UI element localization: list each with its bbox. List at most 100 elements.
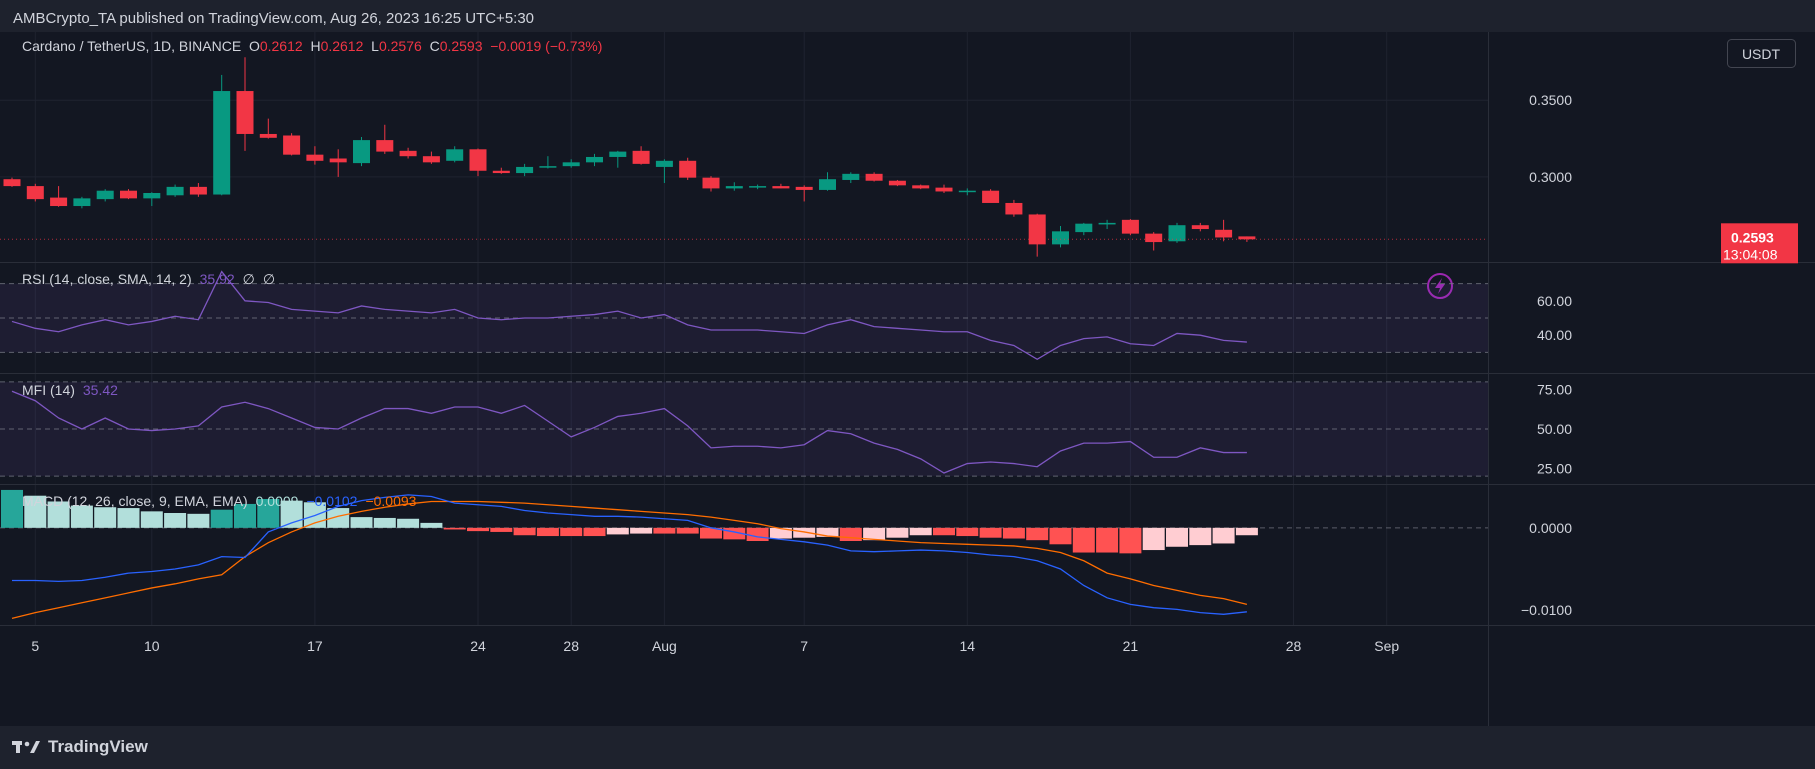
candle[interactable] [73, 196, 91, 209]
candle[interactable] [749, 184, 767, 190]
candle-body [120, 190, 137, 199]
chart-svg[interactable]: 0.3500 0.3000 Cardano / TetherUS, 1D, BINA… [0, 32, 1815, 726]
candle[interactable] [283, 133, 301, 156]
candle[interactable] [1238, 236, 1256, 242]
candle-body [143, 193, 161, 199]
candle[interactable] [120, 189, 137, 200]
candle[interactable] [539, 156, 557, 169]
candle[interactable] [586, 153, 603, 167]
candle[interactable] [935, 184, 953, 193]
macd-histogram-bar [933, 527, 955, 536]
price-legend: Cardano / TetherUS, 1D, BINANCE O0.2612 … [22, 38, 602, 54]
candle[interactable] [376, 124, 394, 154]
candle-body [236, 91, 254, 134]
macd-histogram-bar [1142, 527, 1165, 551]
candle[interactable] [632, 146, 650, 165]
candle[interactable] [679, 157, 697, 180]
candle[interactable] [422, 151, 440, 164]
tradingview-logo-icon [12, 739, 42, 755]
candle-body [842, 173, 860, 180]
candle[interactable] [213, 74, 231, 196]
rsi-line [11, 270, 1247, 361]
candle[interactable] [1052, 225, 1069, 248]
lightning-icon-bolt [1435, 278, 1445, 294]
candle[interactable] [702, 176, 720, 192]
chart-area[interactable]: 0.3500 0.3000 Cardano / TetherUS, 1D, BINA… [0, 32, 1815, 726]
macd-tick-label: −0.0100 [1521, 602, 1572, 618]
price-badge-countdown: 13:04:08 [1723, 246, 1778, 262]
macd-histogram-bar [1026, 527, 1049, 541]
legend-h-label: H [303, 38, 321, 54]
price-badge-value: 0.2593 [1731, 229, 1774, 245]
candle[interactable] [1145, 232, 1163, 251]
candle[interactable] [982, 189, 1000, 203]
candle[interactable] [865, 172, 883, 182]
candle[interactable] [1215, 219, 1233, 242]
candle-body [446, 149, 464, 161]
macd-histogram-bar [234, 503, 256, 528]
lightning-icon[interactable] [1427, 273, 1453, 299]
mfi-legend-title: MFI (14) [22, 382, 75, 398]
candle[interactable] [1075, 222, 1093, 236]
candle[interactable] [1028, 213, 1046, 257]
candle[interactable] [189, 183, 207, 197]
candle[interactable] [492, 167, 510, 174]
candle[interactable] [1098, 219, 1116, 230]
candle[interactable] [609, 150, 627, 168]
candle[interactable] [888, 179, 906, 187]
candle[interactable] [795, 185, 813, 202]
candle[interactable] [3, 177, 21, 187]
macd-legend-signal: −0.0093 [365, 493, 416, 509]
candle[interactable] [143, 192, 161, 207]
candle[interactable] [1191, 222, 1209, 232]
candle-body [50, 197, 68, 207]
macd-histogram-bar [560, 527, 583, 537]
macd-histogram-bar [909, 527, 932, 536]
candle[interactable] [772, 183, 790, 189]
candle[interactable] [842, 172, 860, 184]
candle[interactable] [166, 184, 184, 197]
legend-o-value: 0.2612 [260, 38, 303, 54]
candle[interactable] [329, 149, 347, 177]
footer-logo[interactable]: TradingView [12, 736, 148, 758]
candle-body [795, 186, 813, 190]
macd-histogram-bar [327, 508, 350, 528]
candle[interactable] [259, 118, 277, 139]
macd-histogram-bar [1189, 527, 1212, 546]
candle[interactable] [958, 188, 976, 196]
time-tick-label: 28 [1286, 638, 1302, 654]
candle[interactable] [26, 183, 44, 202]
candle-body [609, 151, 627, 157]
candle[interactable] [399, 147, 417, 159]
macd-histogram-bar [979, 527, 1002, 538]
candle[interactable] [655, 159, 673, 184]
candle[interactable] [1168, 222, 1186, 243]
rsi-legend: RSI (14, close, SMA, 14, 2) 35.92 ∅ ∅ [22, 271, 275, 287]
currency-button-frame [1727, 39, 1796, 68]
candle-body [96, 190, 114, 200]
mfi-tick-label: 50.00 [1537, 421, 1572, 437]
candle[interactable] [1005, 199, 1023, 217]
candle[interactable] [819, 172, 836, 191]
candle-body [935, 187, 953, 192]
candle[interactable] [725, 182, 743, 191]
candle[interactable] [353, 137, 370, 167]
candle[interactable] [306, 146, 324, 165]
macd-histogram-bar [373, 517, 396, 528]
candle-body [353, 140, 370, 164]
candle-body [1168, 225, 1186, 242]
candle-body [259, 133, 277, 138]
candle[interactable] [516, 163, 534, 177]
candle[interactable] [912, 184, 930, 190]
candle[interactable] [562, 159, 580, 168]
candle[interactable] [236, 57, 254, 151]
time-tick-label: 17 [307, 638, 323, 654]
macd-histogram-bar [1119, 527, 1142, 554]
candle[interactable] [469, 148, 487, 177]
candle-body [376, 140, 394, 152]
currency-button[interactable]: USDT [1727, 39, 1796, 68]
candle[interactable] [96, 189, 114, 202]
candle[interactable] [50, 186, 68, 207]
candle[interactable] [1121, 219, 1139, 236]
candle[interactable] [446, 146, 464, 163]
